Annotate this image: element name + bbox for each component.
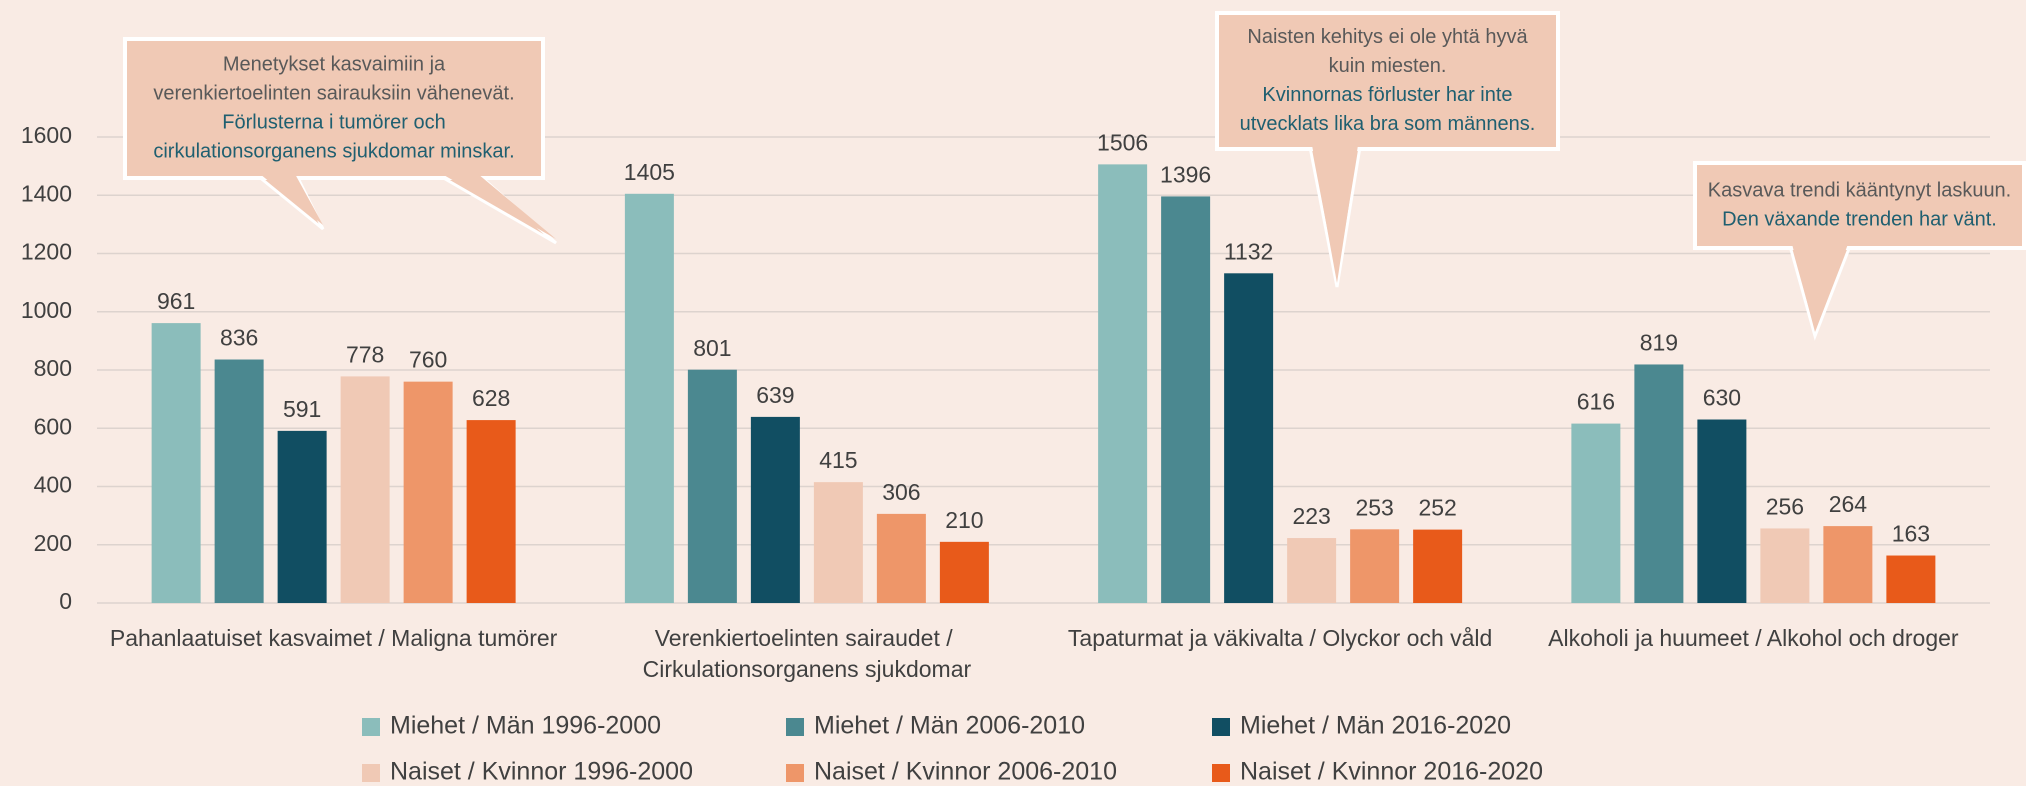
- legend-swatch: [786, 764, 804, 782]
- bar: [1350, 529, 1400, 603]
- legend-label: Miehet / Män 2006-2010: [814, 712, 1085, 740]
- data-label: 801: [693, 335, 731, 361]
- data-label: 836: [220, 325, 258, 351]
- callout-text: Förlusterna i tumörer och: [222, 111, 445, 133]
- data-label: 252: [1418, 495, 1456, 521]
- data-label: 223: [1292, 503, 1330, 529]
- data-label: 1506: [1097, 129, 1148, 155]
- data-label: 253: [1355, 494, 1393, 520]
- bar: [466, 420, 516, 603]
- bar: [750, 416, 800, 603]
- y-tick-label: 1000: [21, 297, 72, 323]
- y-tick-label: 1600: [21, 122, 72, 148]
- x-tick-label: Pahanlaatuiset kasvaimet / Maligna tumör…: [110, 625, 558, 651]
- bar: [1760, 528, 1810, 603]
- data-label: 1132: [1224, 238, 1273, 264]
- legend-swatch: [362, 764, 380, 782]
- x-tick-line: Alkoholi ja huumeet / Alkohol och droger: [1548, 625, 1959, 651]
- data-label: 616: [1577, 389, 1615, 415]
- bar: [687, 369, 737, 603]
- data-label: 639: [756, 382, 794, 408]
- bar: [1886, 555, 1936, 603]
- data-label: 961: [157, 288, 195, 314]
- y-tick-label: 1400: [21, 180, 72, 206]
- callout-box: [123, 37, 545, 180]
- callout-pointer-fill: [1792, 244, 1848, 332]
- callout-text: cirkulationsorganens sjukdomar minskar.: [153, 140, 514, 162]
- bar: [1413, 529, 1463, 603]
- data-label: 163: [1892, 521, 1930, 547]
- bar: [1571, 423, 1621, 603]
- callout-pointer-fill: [442, 174, 556, 239]
- callout-text: verenkiertoelinten sairauksiin vähenevät…: [153, 82, 514, 104]
- bar: [1224, 273, 1274, 603]
- bar: [1098, 164, 1148, 603]
- y-tick-label: 0: [59, 588, 72, 614]
- bar: [1634, 364, 1684, 603]
- callout-pointer-fill: [260, 174, 323, 225]
- callout-text: Den växande trenden har vänt.: [1722, 208, 1997, 230]
- legend-label: Miehet / Män 1996-2000: [390, 712, 661, 740]
- x-tick-label: Tapaturmat ja väkivalta / Olyckor och vå…: [1068, 625, 1492, 651]
- data-label: 591: [283, 396, 321, 422]
- bar: [1823, 526, 1873, 603]
- data-label: 415: [819, 447, 857, 473]
- data-label: 819: [1640, 330, 1678, 356]
- y-tick-label: 200: [34, 530, 72, 556]
- bar: [403, 381, 453, 603]
- data-label: 760: [409, 347, 447, 373]
- data-label: 1405: [624, 159, 675, 185]
- bar: [876, 513, 926, 603]
- data-label: 630: [1703, 385, 1741, 411]
- bar: [939, 541, 989, 603]
- data-label: 256: [1766, 494, 1804, 520]
- bar: [1697, 419, 1747, 603]
- callout-box: [1215, 11, 1560, 151]
- legend-label: Naiset / Kvinnor 2016-2020: [1240, 758, 1543, 786]
- callout-box: [1693, 161, 2026, 250]
- legend-label: Miehet / Män 2016-2020: [1240, 712, 1511, 740]
- y-tick-label: 1200: [21, 239, 72, 265]
- callout-pointer: [434, 174, 557, 245]
- bar: [1161, 196, 1211, 604]
- legend-label: Naiset / Kvinnor 1996-2000: [390, 758, 693, 786]
- data-label: 306: [882, 479, 920, 505]
- callout-text: kuin miesten.: [1329, 55, 1447, 77]
- bar: [340, 376, 390, 603]
- bar: [151, 323, 201, 603]
- y-tick-label: 600: [34, 413, 72, 439]
- callout-text: Menetykset kasvaimiin ja: [223, 53, 446, 75]
- bar: [813, 482, 863, 603]
- x-tick-line: Verenkiertoelinten sairaudet /: [655, 625, 959, 651]
- legend-label: Naiset / Kvinnor 2006-2010: [814, 758, 1117, 786]
- data-label: 778: [346, 341, 384, 367]
- x-tick-label: Alkoholi ja huumeet / Alkohol och droger: [1548, 625, 1959, 651]
- bar: [214, 359, 264, 603]
- callout-text: Kasvava trendi kääntynyt laskuun.: [1708, 179, 2012, 201]
- data-label: 210: [945, 507, 983, 533]
- bar: [277, 430, 327, 603]
- bar: [624, 193, 674, 603]
- legend-swatch: [362, 718, 380, 736]
- callout-text: Naisten kehitys ei ole yhtä hyvä: [1247, 26, 1528, 48]
- x-tick-line: Tapaturmat ja väkivalta / Olyckor och vå…: [1068, 625, 1492, 651]
- callout-text: Kvinnornas förluster har inte: [1262, 84, 1512, 106]
- x-tick-line: Cirkulationsorganens sjukdomar: [643, 656, 972, 682]
- x-tick-label: Verenkiertoelinten sairaudet / Cirkulati…: [643, 625, 972, 682]
- callout-text: utvecklats lika bra som männens.: [1240, 113, 1536, 135]
- legend-swatch: [786, 718, 804, 736]
- data-label: 264: [1829, 491, 1868, 517]
- bar: [1287, 538, 1337, 603]
- legend-swatch: [1212, 764, 1230, 782]
- callout-pointer-fill: [1312, 145, 1358, 283]
- y-tick-label: 400: [34, 472, 72, 498]
- x-tick-line: Pahanlaatuiset kasvaimet / Maligna tumör…: [110, 625, 558, 651]
- y-tick-label: 800: [34, 355, 72, 381]
- data-label: 1396: [1160, 161, 1211, 187]
- legend-swatch: [1212, 718, 1230, 736]
- data-label: 628: [472, 385, 510, 411]
